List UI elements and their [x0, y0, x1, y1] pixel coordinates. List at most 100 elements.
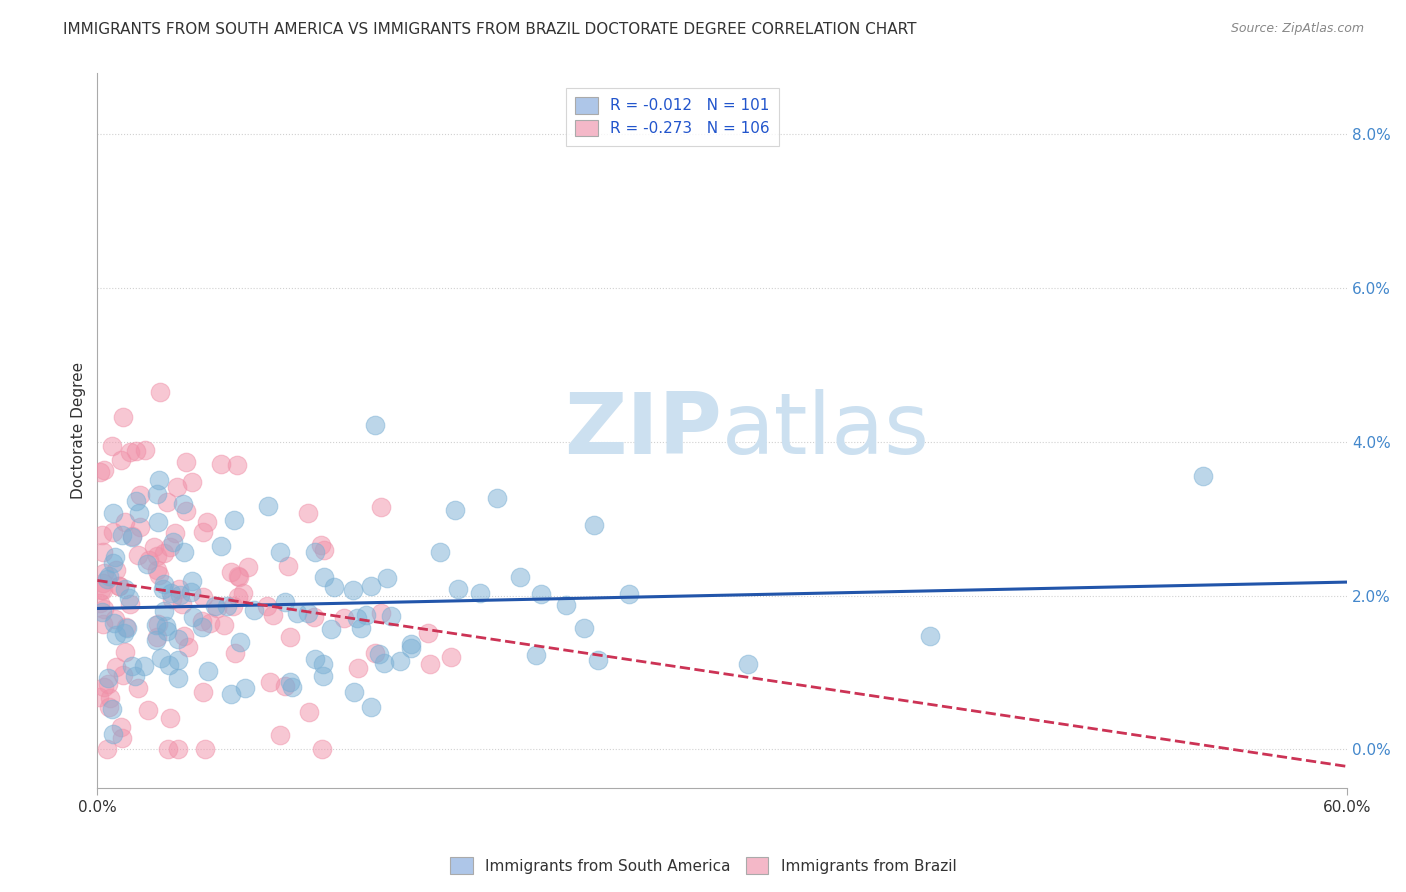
Point — [173, 544, 195, 558]
Point — [204, 599, 226, 614]
Point — [166, 479, 188, 493]
Point — [444, 502, 467, 516]
Point — [370, 500, 392, 514]
Point — [274, 679, 297, 693]
Point — [97, 700, 120, 714]
Legend: R = -0.012   N = 101, R = -0.273   N = 106: R = -0.012 N = 101, R = -0.273 N = 106 — [565, 87, 779, 145]
Point — [101, 556, 124, 570]
Point — [100, 691, 122, 706]
Point — [312, 657, 335, 672]
Point — [212, 618, 235, 632]
Point — [89, 690, 111, 704]
Point — [918, 629, 941, 643]
Point — [135, 557, 157, 571]
Point — [209, 539, 232, 553]
Point — [146, 563, 169, 577]
Point — [364, 646, 387, 660]
Point — [219, 686, 242, 700]
Point — [107, 579, 129, 593]
Point — [127, 549, 149, 563]
Point — [121, 529, 143, 543]
Point — [224, 646, 246, 660]
Point — [1192, 469, 1215, 483]
Point — [103, 616, 125, 631]
Point — [134, 442, 156, 457]
Point — [524, 648, 547, 662]
Point — [101, 702, 124, 716]
Point — [97, 569, 120, 583]
Point — [101, 439, 124, 453]
Point — [146, 617, 169, 632]
Point — [112, 626, 135, 640]
Point — [148, 473, 170, 487]
Point — [191, 614, 214, 628]
Point — [347, 661, 370, 675]
Point — [233, 681, 256, 695]
Point — [167, 653, 190, 667]
Point — [162, 535, 184, 549]
Point — [197, 664, 219, 678]
Point — [416, 625, 439, 640]
Point — [155, 624, 177, 638]
Point — [311, 742, 333, 756]
Point — [586, 653, 609, 667]
Point — [368, 647, 391, 661]
Text: IMMIGRANTS FROM SOUTH AMERICA VS IMMIGRANTS FROM BRAZIL DOCTORATE DEGREE CORRELA: IMMIGRANTS FROM SOUTH AMERICA VS IMMIGRA… — [63, 22, 917, 37]
Point — [530, 587, 553, 601]
Point — [93, 617, 115, 632]
Point — [269, 545, 291, 559]
Point — [215, 599, 238, 613]
Point — [111, 410, 134, 425]
Point — [209, 458, 232, 472]
Point — [105, 628, 128, 642]
Point — [93, 680, 115, 694]
Point — [180, 574, 202, 588]
Point — [447, 582, 470, 597]
Point — [104, 660, 127, 674]
Point — [319, 622, 342, 636]
Point — [191, 684, 214, 698]
Point — [153, 546, 176, 560]
Point — [112, 667, 135, 681]
Point — [256, 599, 278, 613]
Point — [167, 632, 190, 647]
Point — [146, 516, 169, 530]
Point — [191, 620, 214, 634]
Point — [90, 605, 112, 619]
Point — [322, 580, 344, 594]
Point — [228, 570, 250, 584]
Point — [89, 596, 111, 610]
Point — [159, 711, 181, 725]
Point — [401, 641, 423, 656]
Point — [174, 455, 197, 469]
Point — [285, 606, 308, 620]
Point — [343, 685, 366, 699]
Point — [191, 525, 214, 540]
Point — [136, 703, 159, 717]
Point — [509, 570, 531, 584]
Point — [104, 550, 127, 565]
Point — [304, 545, 326, 559]
Point — [146, 549, 169, 563]
Point — [145, 633, 167, 648]
Point — [375, 571, 398, 585]
Point — [429, 545, 451, 559]
Point — [129, 520, 152, 534]
Point — [89, 465, 111, 479]
Point — [346, 611, 368, 625]
Point — [110, 453, 132, 467]
Point — [226, 458, 249, 472]
Text: ZIP: ZIP — [565, 389, 723, 472]
Point — [160, 591, 183, 606]
Point — [419, 657, 441, 671]
Point — [401, 637, 423, 651]
Point — [172, 597, 194, 611]
Point — [360, 579, 382, 593]
Point — [145, 630, 167, 644]
Point — [118, 597, 141, 611]
Point — [145, 487, 167, 501]
Point — [114, 515, 136, 529]
Point — [149, 650, 172, 665]
Point — [309, 538, 332, 552]
Point — [165, 525, 187, 540]
